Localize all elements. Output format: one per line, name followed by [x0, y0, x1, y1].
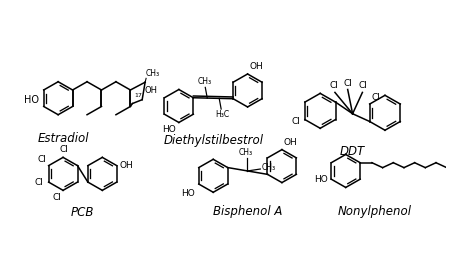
Text: Cl: Cl	[35, 178, 44, 187]
Text: Cl: Cl	[343, 79, 352, 87]
Text: Cl: Cl	[38, 155, 47, 164]
Text: DDT: DDT	[340, 145, 365, 158]
Text: Bisphenol A: Bisphenol A	[213, 205, 282, 218]
Text: Cl: Cl	[329, 81, 338, 90]
Text: Cl: Cl	[372, 93, 381, 102]
Text: CH₃: CH₃	[146, 69, 160, 78]
Text: Cl: Cl	[359, 81, 368, 90]
Text: OH: OH	[120, 161, 134, 170]
Text: CH₃: CH₃	[238, 148, 252, 157]
Text: 17: 17	[134, 93, 142, 98]
Text: OH: OH	[250, 62, 263, 71]
Text: HO: HO	[315, 175, 328, 184]
Text: HO: HO	[162, 125, 176, 134]
Text: Diethylstilbestrol: Diethylstilbestrol	[163, 134, 263, 147]
Text: OH: OH	[144, 86, 157, 95]
Text: H₃C: H₃C	[215, 110, 229, 119]
Text: CH₃: CH₃	[197, 78, 211, 86]
Text: Estradiol: Estradiol	[37, 133, 89, 145]
Text: Cl: Cl	[291, 117, 300, 126]
Text: CH₃: CH₃	[261, 163, 275, 172]
Text: Cl: Cl	[52, 193, 61, 202]
Text: HO: HO	[23, 95, 39, 105]
Text: HO: HO	[181, 189, 195, 198]
Text: OH: OH	[284, 138, 297, 147]
Text: Nonylphenol: Nonylphenol	[338, 205, 412, 218]
Text: PCB: PCB	[71, 206, 94, 219]
Text: Cl: Cl	[59, 145, 68, 155]
